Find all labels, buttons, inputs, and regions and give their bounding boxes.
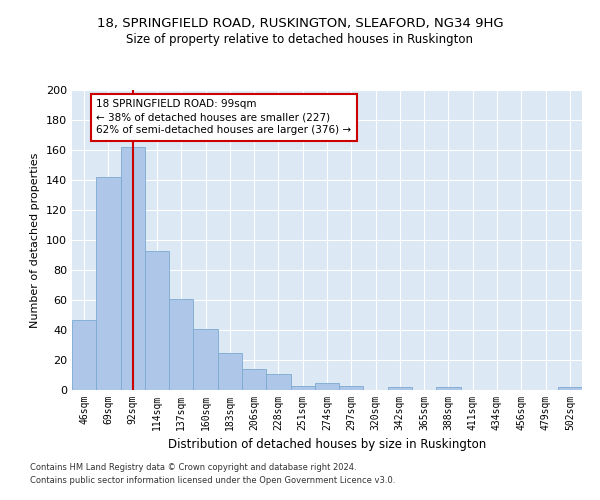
Text: Size of property relative to detached houses in Ruskington: Size of property relative to detached ho…: [127, 32, 473, 46]
Bar: [193, 328, 218, 390]
Text: Contains HM Land Registry data © Crown copyright and database right 2024.: Contains HM Land Registry data © Crown c…: [30, 462, 356, 471]
Bar: [169, 298, 193, 390]
Bar: [266, 374, 290, 390]
Bar: [242, 369, 266, 390]
Bar: [436, 387, 461, 390]
Bar: [96, 177, 121, 390]
Text: 18, SPRINGFIELD ROAD, RUSKINGTON, SLEAFORD, NG34 9HG: 18, SPRINGFIELD ROAD, RUSKINGTON, SLEAFO…: [97, 18, 503, 30]
X-axis label: Distribution of detached houses by size in Ruskington: Distribution of detached houses by size …: [168, 438, 486, 452]
Bar: [339, 386, 364, 390]
Bar: [121, 147, 145, 390]
Bar: [72, 320, 96, 390]
Y-axis label: Number of detached properties: Number of detached properties: [31, 152, 40, 328]
Bar: [218, 352, 242, 390]
Bar: [290, 386, 315, 390]
Text: 18 SPRINGFIELD ROAD: 99sqm
← 38% of detached houses are smaller (227)
62% of sem: 18 SPRINGFIELD ROAD: 99sqm ← 38% of deta…: [96, 99, 352, 136]
Bar: [388, 387, 412, 390]
Text: Contains public sector information licensed under the Open Government Licence v3: Contains public sector information licen…: [30, 476, 395, 485]
Bar: [315, 382, 339, 390]
Bar: [145, 250, 169, 390]
Bar: [558, 387, 582, 390]
